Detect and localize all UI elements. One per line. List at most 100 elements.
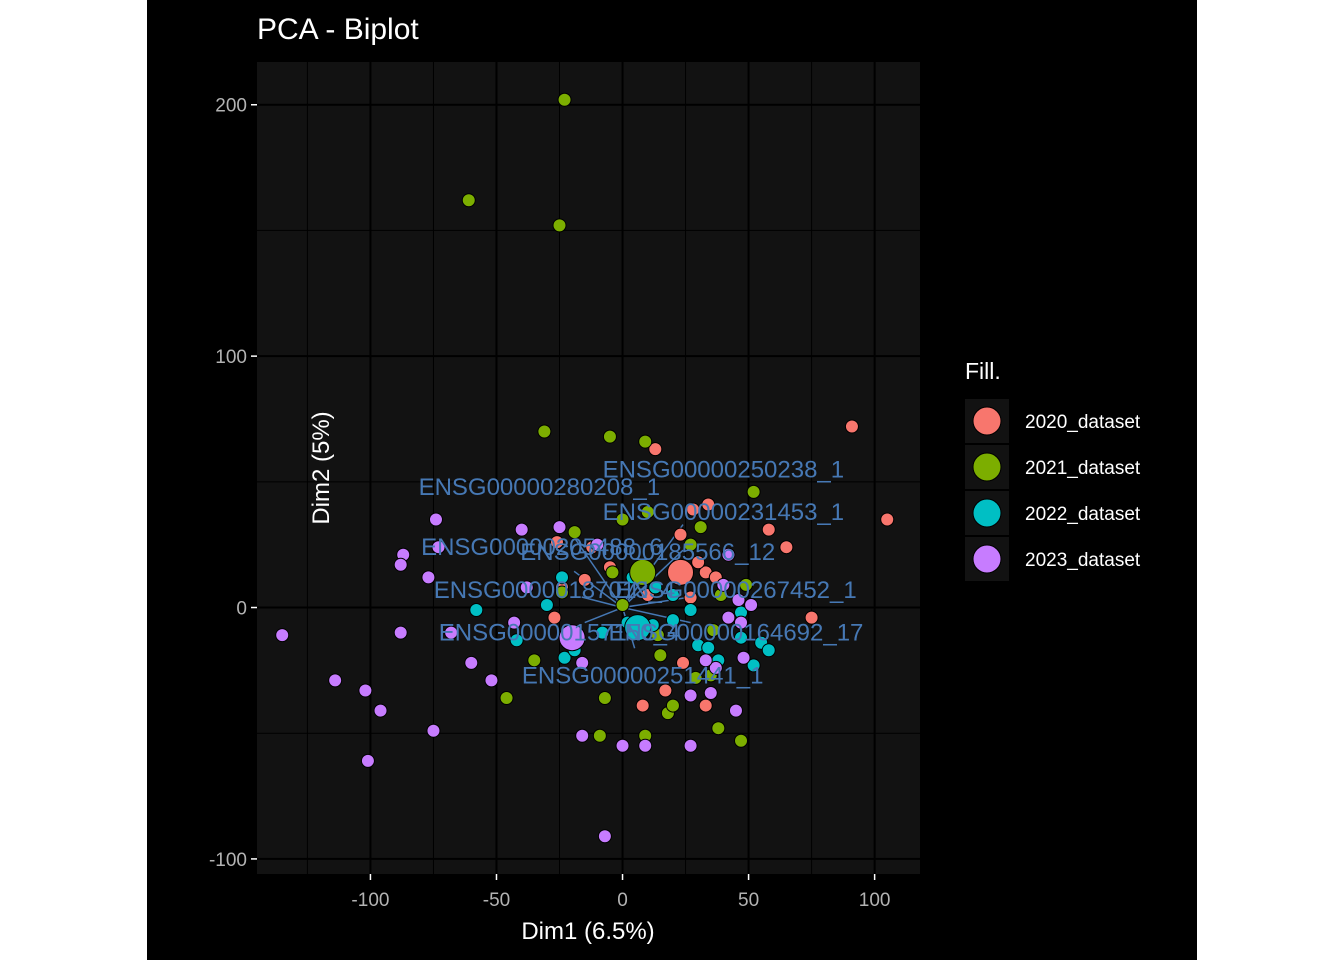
data-point: [444, 625, 459, 640]
data-point: [739, 577, 754, 592]
data-point: [555, 570, 570, 585]
data-point: [615, 738, 630, 753]
data-points: [275, 92, 895, 844]
y-tick-label: -100: [209, 850, 247, 871]
data-point: [469, 603, 484, 618]
data-point: [597, 829, 612, 844]
y-axis-title: Dim2 (5%): [308, 411, 335, 524]
data-point: [698, 653, 713, 668]
data-point: [653, 648, 668, 663]
legend-label: 2020_dataset: [1025, 412, 1141, 433]
y-tick-label: 0: [236, 599, 247, 620]
data-point: [703, 685, 718, 700]
data-point: [683, 738, 698, 753]
data-point: [575, 728, 590, 743]
data-point: [638, 738, 653, 753]
x-tick-label: 50: [738, 890, 759, 911]
data-point: [665, 613, 680, 628]
data-point: [426, 723, 441, 738]
data-point: [721, 547, 736, 562]
variable-label: ENSG00000251441_1: [522, 662, 764, 689]
variable-label: ENSG00000157150_4: [439, 620, 681, 647]
group-centroid: [558, 624, 586, 652]
data-point: [605, 565, 620, 580]
data-point: [698, 698, 713, 713]
data-point: [688, 670, 703, 685]
y-tick-label: 100: [215, 347, 247, 368]
legend-label: 2021_dataset: [1025, 458, 1141, 479]
data-point: [602, 429, 617, 444]
data-point: [728, 703, 743, 718]
group-centroid: [629, 558, 657, 586]
data-point: [648, 442, 663, 457]
data-point: [547, 610, 562, 625]
legend-label: 2023_dataset: [1025, 550, 1141, 571]
data-point: [779, 540, 794, 555]
data-point: [640, 504, 655, 519]
x-tick-label: -100: [351, 890, 389, 911]
data-point: [844, 419, 859, 434]
data-point: [557, 92, 572, 107]
data-point: [761, 522, 776, 537]
data-point: [549, 535, 564, 550]
data-point: [360, 753, 375, 768]
variable-label: ENSG00000205488_6: [421, 534, 663, 561]
data-point: [567, 525, 582, 540]
data-point: [552, 520, 567, 535]
data-point: [514, 522, 529, 537]
variable-label: ENSG00000231453_1: [603, 499, 845, 526]
data-point: [590, 537, 605, 552]
y-axis: -100 0 100 200: [209, 96, 257, 871]
data-point: [761, 643, 776, 658]
legend: Fill. 2020_dataset 2021_dataset 2022_datas…: [965, 358, 1141, 581]
data-point: [665, 698, 680, 713]
data-point: [275, 628, 290, 643]
data-point: [686, 502, 701, 517]
legend-swatch: [972, 544, 1002, 574]
variable-label: ENSG00000250238_1: [603, 456, 845, 483]
data-point: [658, 683, 673, 698]
data-point: [428, 512, 443, 527]
data-point: [693, 520, 708, 535]
data-point: [615, 598, 630, 613]
data-point: [734, 615, 749, 630]
biplot-svg: PCA - Biplot ENSG00000250238_1 ENSG000002…: [209, 13, 1141, 945]
variable-label: ENSG00000267452_1: [615, 577, 857, 604]
data-point: [421, 570, 436, 585]
data-point: [537, 424, 552, 439]
data-point: [373, 703, 388, 718]
data-point: [577, 572, 592, 587]
data-point: [746, 484, 761, 499]
chart-title: PCA - Biplot: [257, 13, 419, 46]
data-point: [648, 580, 663, 595]
data-point: [552, 218, 567, 233]
data-point: [683, 603, 698, 618]
data-point: [484, 673, 499, 688]
data-point: [691, 555, 706, 570]
data-point: [683, 537, 698, 552]
variable-label: ENSG00000187013_4: [434, 577, 676, 604]
variable-arrow: [572, 534, 624, 608]
data-point: [595, 625, 610, 640]
x-axis: -100 -50 0 50 100: [351, 874, 890, 911]
data-point: [804, 610, 819, 625]
variable-arrow: [622, 596, 691, 609]
data-point: [592, 728, 607, 743]
data-point: [746, 658, 761, 673]
grid-major: [257, 62, 920, 874]
chart-canvas: PCA - Biplot ENSG00000250238_1 ENSG000002…: [147, 0, 1197, 960]
data-point: [734, 733, 749, 748]
x-tick-label: -50: [483, 890, 510, 911]
data-point: [507, 615, 522, 630]
data-point: [711, 721, 726, 736]
data-point: [575, 655, 590, 670]
data-point: [708, 660, 723, 675]
data-point: [539, 598, 554, 613]
data-point: [665, 587, 680, 602]
legend-label: 2022_dataset: [1025, 504, 1141, 525]
group-centroid: [624, 614, 652, 642]
data-point: [358, 683, 373, 698]
group-centroid: [667, 558, 695, 586]
data-point: [557, 650, 572, 665]
x-tick-label: 0: [617, 890, 628, 911]
